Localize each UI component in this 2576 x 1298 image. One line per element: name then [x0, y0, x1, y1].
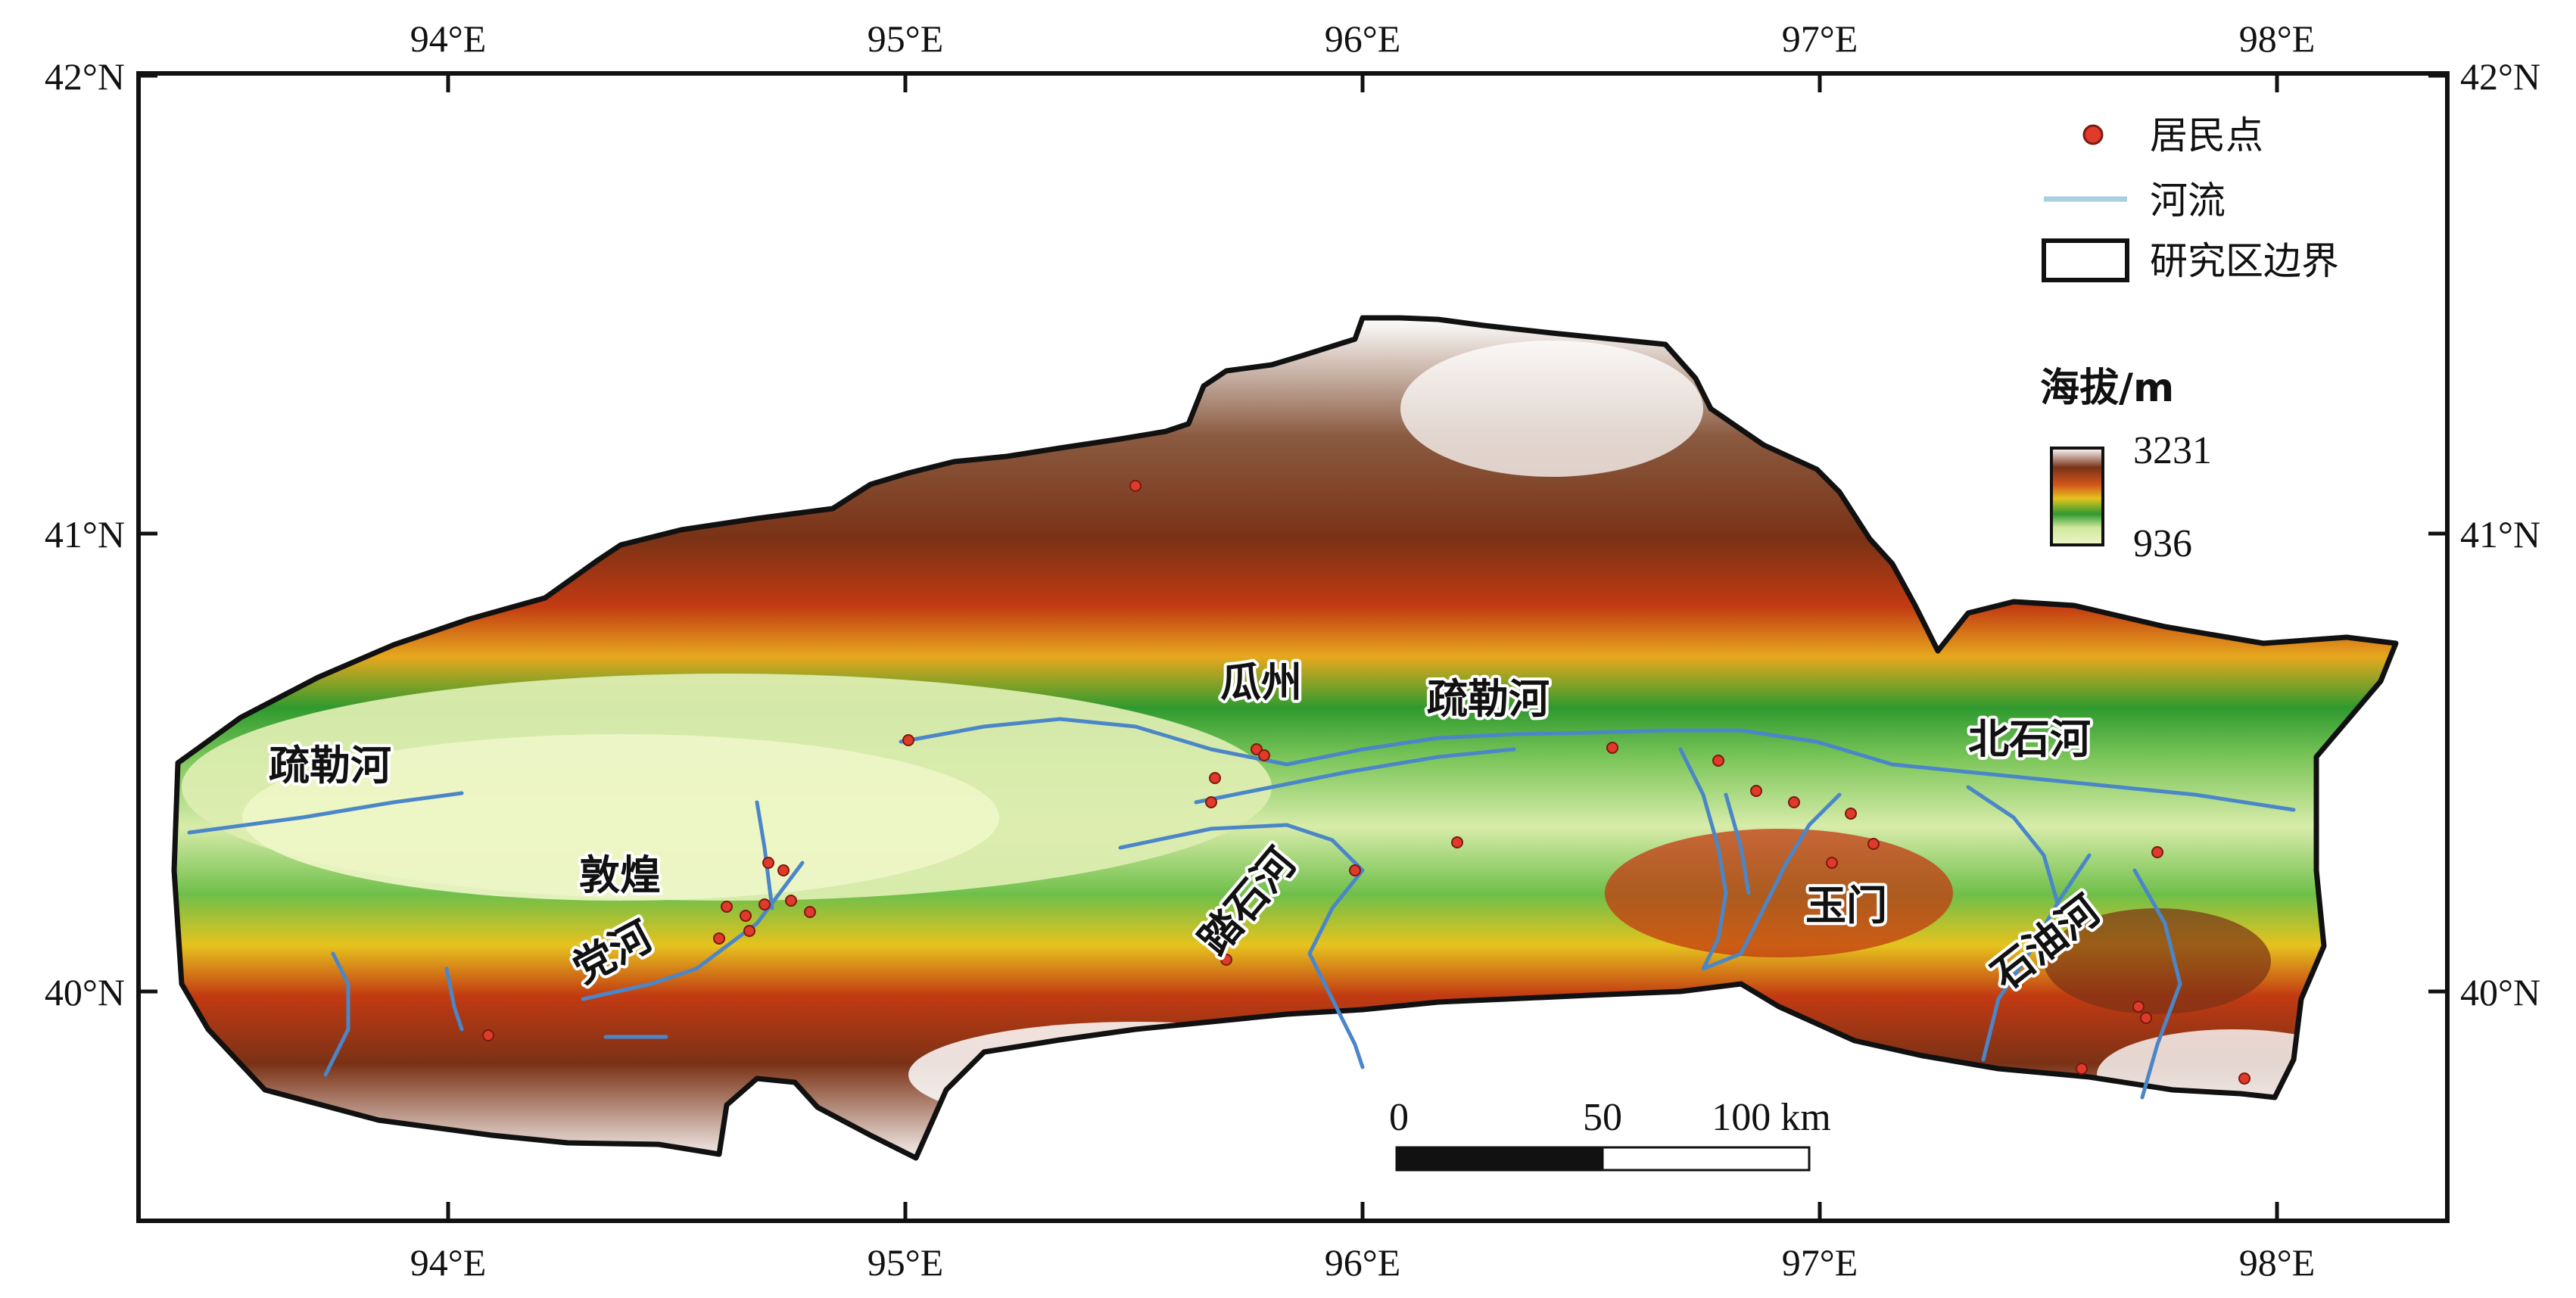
- legend-river-label: 河流: [2150, 179, 2226, 223]
- legend-boundary-label: 研究区边界: [2150, 239, 2339, 283]
- settlement-point: [1712, 755, 1724, 767]
- legend-elevation-title: 海拔/m: [2040, 366, 2174, 411]
- river-beishi: [1966, 785, 2061, 910]
- lat-labels-right: 42°N 41°N 40°N: [2460, 55, 2540, 1013]
- river-shule-main: [899, 717, 2296, 812]
- label-dunhuang: 敦煌: [579, 851, 661, 899]
- settlement-point: [2076, 1063, 2088, 1075]
- lon-label: 96°E: [1325, 1241, 1401, 1284]
- lon-label: 97°E: [1782, 1241, 1858, 1284]
- lat-label: 40°N: [45, 971, 125, 1013]
- lat-label: 41°N: [45, 513, 125, 556]
- lon-label: 97°E: [1782, 17, 1858, 60]
- lon-label: 98°E: [2239, 1241, 2316, 1284]
- settlement-point: [762, 857, 774, 869]
- lon-label: 98°E: [2239, 17, 2316, 60]
- river-tashi: [1118, 823, 1365, 1069]
- settlement-point: [1750, 785, 1762, 797]
- settlement-point: [1349, 864, 1361, 876]
- lon-label: 96°E: [1325, 17, 1401, 60]
- settlement-point: [804, 906, 816, 918]
- settlement-point: [2151, 846, 2163, 858]
- elevation-min-label: 936: [2133, 522, 2192, 565]
- settlement-point: [1129, 480, 1142, 492]
- settlement-point: [713, 932, 725, 945]
- river-dang-1: [581, 861, 805, 1001]
- lon-label: 95°E: [867, 1241, 944, 1284]
- settlement-point: [777, 864, 790, 876]
- river-dang-3: [755, 800, 774, 910]
- settlement-point: [2132, 1001, 2145, 1013]
- lat-label: 40°N: [2460, 971, 2540, 1013]
- settlement-point: [1220, 954, 1232, 966]
- settlement-point: [482, 1029, 494, 1041]
- map-legend: 居民点 河流 研究区边界 海拔/m 3231 936: [2040, 114, 2339, 565]
- elevation-max-label: 3231: [2133, 429, 2212, 472]
- elevation-colorbar: [2050, 447, 2104, 546]
- scale-label-100: 100 km: [1712, 1096, 1830, 1139]
- settlement-point: [1845, 808, 1857, 820]
- lon-labels-top: 94°E 95°E 96°E 97°E 98°E: [410, 17, 2316, 60]
- settlement-layer: [482, 480, 2250, 1085]
- river-yumen-2: [1724, 792, 1751, 895]
- label-shule-central: 疏勒河: [1427, 675, 1550, 723]
- scale-bar-black-segment: [1395, 1146, 1604, 1172]
- lon-label: 94°E: [410, 1241, 487, 1284]
- river-shiyou-2: [2132, 868, 2182, 1100]
- river-shiyou-1: [1981, 853, 2092, 1062]
- tick-marks: [139, 73, 2447, 1221]
- lat-label: 42°N: [2460, 55, 2540, 98]
- settlement-point: [1258, 749, 1270, 761]
- scale-label-0: 0: [1389, 1096, 1409, 1139]
- lat-labels-left: 42°N 41°N 40°N: [45, 55, 125, 1013]
- settlement-point: [1606, 742, 1618, 754]
- river-shule-west: [187, 791, 464, 835]
- settlement-point: [740, 910, 752, 922]
- scale-bar: 0 50 100 km: [1389, 1096, 1831, 1172]
- river-guazhou: [1194, 747, 1516, 805]
- settlement-point: [1451, 836, 1463, 848]
- label-beishi: 北石河: [1968, 715, 2091, 763]
- settlement-point: [1209, 772, 1221, 784]
- lon-label: 94°E: [410, 17, 487, 60]
- label-shule-west: 疏勒河: [269, 742, 391, 789]
- lat-label: 42°N: [45, 55, 125, 98]
- settlement-point: [2238, 1072, 2250, 1085]
- legend-settlement-symbol: [2082, 124, 2104, 145]
- scale-bar-white-segment: [1601, 1146, 1811, 1172]
- settlement-point: [785, 895, 797, 907]
- settlement-point: [902, 734, 914, 746]
- label-yumen: 玉门: [1805, 882, 1887, 929]
- lon-labels-bottom: 94°E 95°E 96°E 97°E 98°E: [410, 1241, 2316, 1284]
- legend-settlement-label: 居民点: [2150, 114, 2263, 157]
- settlement-point: [743, 925, 755, 937]
- scale-label-50: 50: [1583, 1096, 1622, 1139]
- river-yumen-1: [1678, 747, 1842, 971]
- settlement-point: [1788, 796, 1800, 808]
- settlement-point: [721, 901, 733, 913]
- lon-label: 95°E: [867, 17, 944, 60]
- settlement-point: [1867, 838, 1880, 850]
- river-left-2: [444, 966, 464, 1032]
- river-left-1: [323, 951, 350, 1077]
- river-network: [187, 717, 2296, 1100]
- label-guazhou: 瓜州: [1220, 658, 1302, 706]
- settlement-point: [758, 898, 771, 910]
- settlement-point: [1205, 796, 1217, 808]
- settlement-point: [1826, 857, 1838, 869]
- lat-label: 41°N: [2460, 513, 2540, 556]
- settlement-point: [2140, 1012, 2152, 1024]
- legend-boundary-symbol: [2042, 238, 2129, 282]
